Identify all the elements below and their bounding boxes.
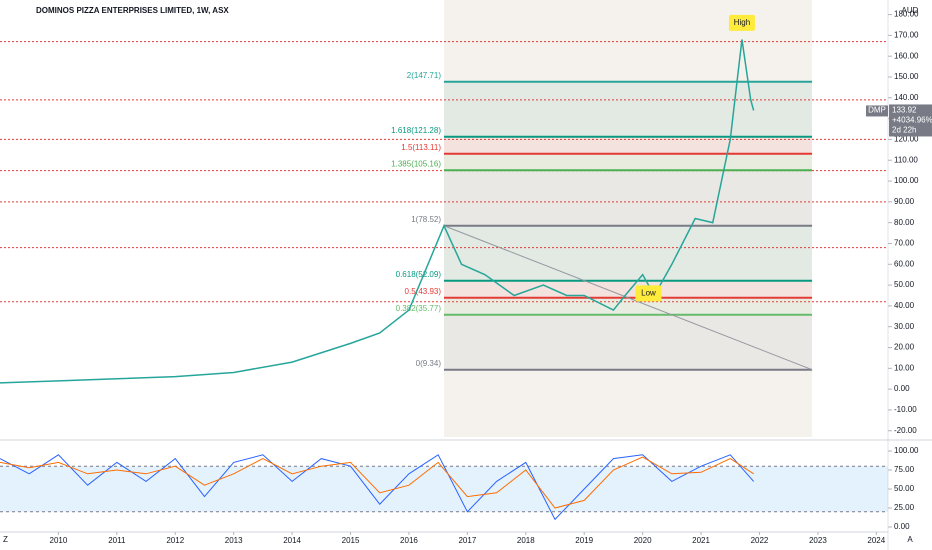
- price-tag-symbol: DMP: [868, 106, 886, 115]
- x-tick-label: 2016: [400, 536, 418, 545]
- fib-label: 0.382(35.77): [396, 304, 442, 313]
- x-tick-label: 2020: [634, 536, 652, 545]
- fib-zone: [444, 136, 813, 154]
- fib-label: 0.618(52.09): [396, 270, 442, 279]
- price-tag-change: +4034.96%: [892, 116, 932, 125]
- x-tick-label: 2017: [458, 536, 476, 545]
- y-tick-label: 150.00: [894, 72, 919, 81]
- stoch-tick-label: 100.00: [894, 446, 919, 455]
- stoch-line: [0, 456, 754, 509]
- y-tick-label: 180.00: [894, 10, 919, 19]
- x-tick-label: 2023: [809, 536, 827, 545]
- fib-zone: [444, 297, 813, 315]
- fib-label: 1(78.52): [411, 215, 441, 224]
- fib-label: 1.385(105.16): [391, 159, 441, 168]
- fib-zone: [444, 170, 813, 226]
- y-tick-label: 90.00: [894, 197, 915, 206]
- x-tick-label: 2013: [225, 536, 243, 545]
- fib-label: 0.5(43.93): [405, 287, 442, 296]
- chart-title: DOMINOS PIZZA ENTERPRISES LIMITED, 1W, A…: [36, 6, 229, 15]
- x-tick-label: 2019: [575, 536, 593, 545]
- y-tick-label: 110.00: [894, 155, 918, 164]
- y-tick-label: 20.00: [894, 343, 915, 352]
- x-tick-label: 2010: [50, 536, 68, 545]
- marker-label: High: [734, 18, 750, 27]
- y-tick-label: 140.00: [894, 93, 919, 102]
- fib-zone: [444, 314, 813, 370]
- z-icon[interactable]: Z: [3, 535, 8, 544]
- fib-label: 1.618(121.28): [391, 126, 441, 135]
- x-tick-label: 2018: [517, 536, 535, 545]
- fib-label: 0(9.34): [416, 359, 442, 368]
- y-tick-label: 120.00: [894, 135, 919, 144]
- y-tick-label: 0.00: [894, 384, 910, 393]
- marker-box: [728, 14, 755, 31]
- price-tag-price: 133.92: [892, 106, 917, 115]
- x-tick-label: 2022: [751, 536, 769, 545]
- x-tick-label: 2021: [692, 536, 710, 545]
- auto-icon[interactable]: A: [907, 535, 913, 544]
- fib-zone: [444, 153, 813, 171]
- fib-label: 1.5(113.11): [401, 143, 441, 152]
- y-tick-label: 50.00: [894, 280, 915, 289]
- price-tag-bg: [889, 104, 932, 137]
- fib-background: [444, 0, 813, 437]
- stoch-tick-label: 25.00: [894, 503, 915, 512]
- stoch-tick-label: 75.00: [894, 465, 915, 474]
- x-tick-label: 2024: [867, 536, 885, 545]
- y-tick-label: 60.00: [894, 259, 915, 268]
- fib-zone: [444, 225, 813, 281]
- y-tick-label: 170.00: [894, 30, 919, 39]
- y-tick-label: 160.00: [894, 51, 919, 60]
- price-line: [0, 39, 755, 384]
- price-tag-countdown: 2d 22h: [892, 126, 916, 135]
- y-tick-label: 80.00: [894, 218, 915, 227]
- stoch-line: [0, 454, 755, 521]
- x-tick-label: 2014: [283, 536, 301, 545]
- x-tick-label: 2015: [342, 536, 360, 545]
- x-tick-label: 2012: [166, 536, 184, 545]
- trendline: [443, 225, 813, 371]
- marker-box: [635, 285, 662, 302]
- stoch-tick-label: 50.00: [894, 484, 915, 493]
- price-tag-symbol-bg: [866, 105, 888, 117]
- y-tick-label: 30.00: [894, 322, 915, 331]
- fib-zone: [444, 280, 813, 298]
- fib-zone: [444, 81, 813, 137]
- marker-label: Low: [641, 289, 656, 298]
- y-tick-label: 40.00: [894, 301, 915, 310]
- y-tick-label: -20.00: [894, 426, 917, 435]
- y-tick-label: 70.00: [894, 239, 915, 248]
- y-tick-label: 100.00: [894, 176, 919, 185]
- currency: AUD: [902, 6, 919, 15]
- fib-label: 2(147.71): [407, 71, 442, 80]
- stoch-tick-label: 0.00: [894, 522, 910, 531]
- x-tick-label: 2011: [108, 536, 126, 545]
- y-tick-label: -10.00: [894, 405, 917, 414]
- y-tick-label: 10.00: [894, 363, 915, 372]
